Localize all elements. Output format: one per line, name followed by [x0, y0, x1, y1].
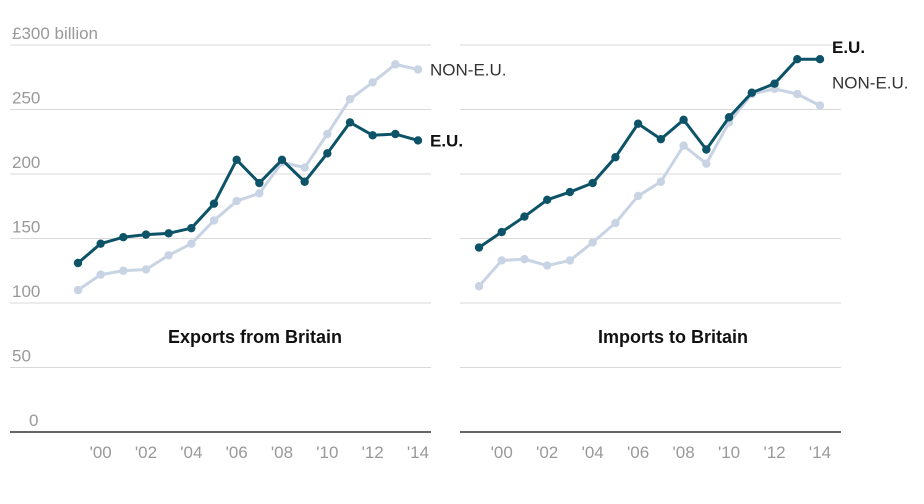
data-point-0-e-u-2011 [345, 118, 355, 127]
data-point-0-e-u-2006 [232, 155, 241, 165]
data-point-1-e-u-2007 [656, 134, 666, 144]
x-tick-label-0-2006: '06 [226, 443, 248, 462]
data-point-0-e-u-2012 [368, 131, 377, 140]
data-point-1-non-e-u-2006 [633, 191, 643, 201]
data-point-1-non-e-u-2000 [497, 256, 506, 265]
data-point-1-e-u-2002 [543, 195, 552, 204]
data-point-0-non-e-u-2013 [391, 60, 400, 69]
data-point-1-e-u-2009 [702, 145, 711, 154]
x-tick-label-1-2006: '06 [627, 443, 649, 462]
data-point-0-non-e-u-2011 [345, 94, 355, 104]
data-point-1-e-u-2004 [588, 178, 597, 188]
data-point-0-non-e-u-2004 [187, 239, 196, 248]
data-point-0-non-e-u-2009 [300, 163, 309, 172]
data-point-0-non-e-u-1999 [73, 285, 83, 295]
data-point-1-e-u-2012 [770, 79, 779, 88]
data-point-1-non-e-u-2009 [702, 159, 711, 168]
series-label-0-e-u: E.U. [430, 131, 463, 150]
series-line-1-non-e-u [477, 87, 821, 288]
y-tick-label-200: 200 [12, 153, 40, 172]
data-point-0-e-u-2010 [323, 149, 332, 158]
series-line-0-non-e-u [77, 62, 419, 292]
y-tick-label-150: 150 [12, 218, 40, 237]
data-point-1-e-u-2003 [565, 187, 575, 197]
y-tick-label-250: 250 [12, 89, 40, 108]
data-point-0-non-e-u-2007 [255, 189, 264, 198]
y-tick-label-50: 50 [12, 347, 31, 366]
y-tick-label-300: £300 billion [12, 24, 98, 43]
series-label-1-e-u: E.U. [832, 38, 865, 57]
data-point-1-non-e-u-1999 [474, 282, 484, 291]
data-point-0-e-u-2008 [277, 155, 287, 165]
data-point-0-non-e-u-2005 [209, 216, 219, 225]
data-point-0-e-u-2009 [300, 177, 309, 186]
series-line-1-e-u [478, 57, 820, 249]
x-tick-label-1-2004: '04 [582, 443, 604, 462]
data-point-1-non-e-u-2014 [815, 101, 825, 110]
x-tick-label-0-2014: '14 [407, 443, 429, 462]
panel-title-0: Exports from Britain [168, 327, 342, 347]
data-point-1-e-u-2001 [520, 212, 529, 221]
data-point-1-non-e-u-2007 [656, 177, 666, 186]
data-point-0-e-u-2013 [391, 129, 400, 139]
data-point-0-non-e-u-2012 [368, 78, 377, 87]
series-line-0-e-u [77, 120, 419, 265]
data-point-0-non-e-u-2001 [119, 266, 128, 275]
data-point-1-e-u-2000 [497, 227, 506, 237]
data-point-1-e-u-2008 [679, 115, 688, 125]
data-point-1-non-e-u-2005 [611, 218, 620, 228]
data-point-1-e-u-2013 [793, 54, 802, 64]
data-point-1-non-e-u-2001 [520, 254, 529, 264]
x-tick-label-1-2002: '02 [536, 443, 558, 462]
data-point-1-non-e-u-2013 [793, 89, 802, 99]
data-point-1-e-u-2006 [633, 119, 643, 128]
x-tick-label-0-2004: '04 [180, 443, 202, 462]
data-point-0-non-e-u-2006 [232, 196, 241, 206]
x-tick-label-1-2010: '10 [718, 443, 740, 462]
data-point-0-e-u-2014 [413, 136, 423, 145]
series-label-0-non-e-u: NON-E.U. [430, 61, 507, 80]
panel-title-1: Imports to Britain [598, 327, 748, 347]
data-point-0-e-u-2007 [255, 178, 264, 188]
x-tick-label-1-2008: '08 [673, 443, 695, 462]
y-tick-label-100: 100 [12, 282, 40, 301]
data-point-0-non-e-u-2002 [141, 265, 151, 274]
x-tick-label-1-2014: '14 [809, 443, 831, 462]
data-point-1-non-e-u-2002 [543, 261, 552, 270]
data-point-0-e-u-2002 [141, 230, 151, 239]
data-point-0-e-u-2000 [96, 239, 105, 248]
data-point-0-e-u-2001 [119, 233, 128, 242]
x-tick-label-1-2012: '12 [763, 443, 785, 462]
data-point-0-non-e-u-2010 [323, 129, 332, 139]
x-tick-label-0-2008: '08 [271, 443, 293, 462]
data-point-1-e-u-2014 [815, 54, 825, 64]
data-point-0-non-e-u-2003 [164, 251, 173, 260]
y-tick-label-0: 0 [29, 411, 38, 430]
x-tick-label-1-2000: '00 [491, 443, 513, 462]
data-point-1-e-u-1999 [474, 243, 484, 252]
data-point-0-e-u-2004 [187, 223, 196, 233]
x-tick-label-0-2000: '00 [90, 443, 112, 462]
data-point-0-e-u-2003 [164, 229, 173, 238]
data-point-0-non-e-u-2014 [413, 65, 423, 74]
data-point-1-e-u-2010 [724, 113, 734, 122]
data-point-0-e-u-1999 [73, 258, 83, 268]
data-point-1-non-e-u-2003 [565, 256, 575, 265]
x-tick-label-0-2012: '12 [362, 443, 384, 462]
data-point-1-non-e-u-2004 [588, 238, 597, 247]
data-point-0-non-e-u-2000 [96, 270, 105, 279]
data-point-0-e-u-2005 [209, 199, 219, 208]
data-point-1-e-u-2005 [611, 153, 620, 162]
x-tick-label-0-2002: '02 [135, 443, 157, 462]
data-point-1-non-e-u-2008 [679, 141, 688, 150]
x-tick-label-0-2010: '10 [316, 443, 338, 462]
series-label-1-non-e-u: NON-E.U. [832, 74, 909, 93]
data-point-1-e-u-2011 [747, 88, 756, 97]
